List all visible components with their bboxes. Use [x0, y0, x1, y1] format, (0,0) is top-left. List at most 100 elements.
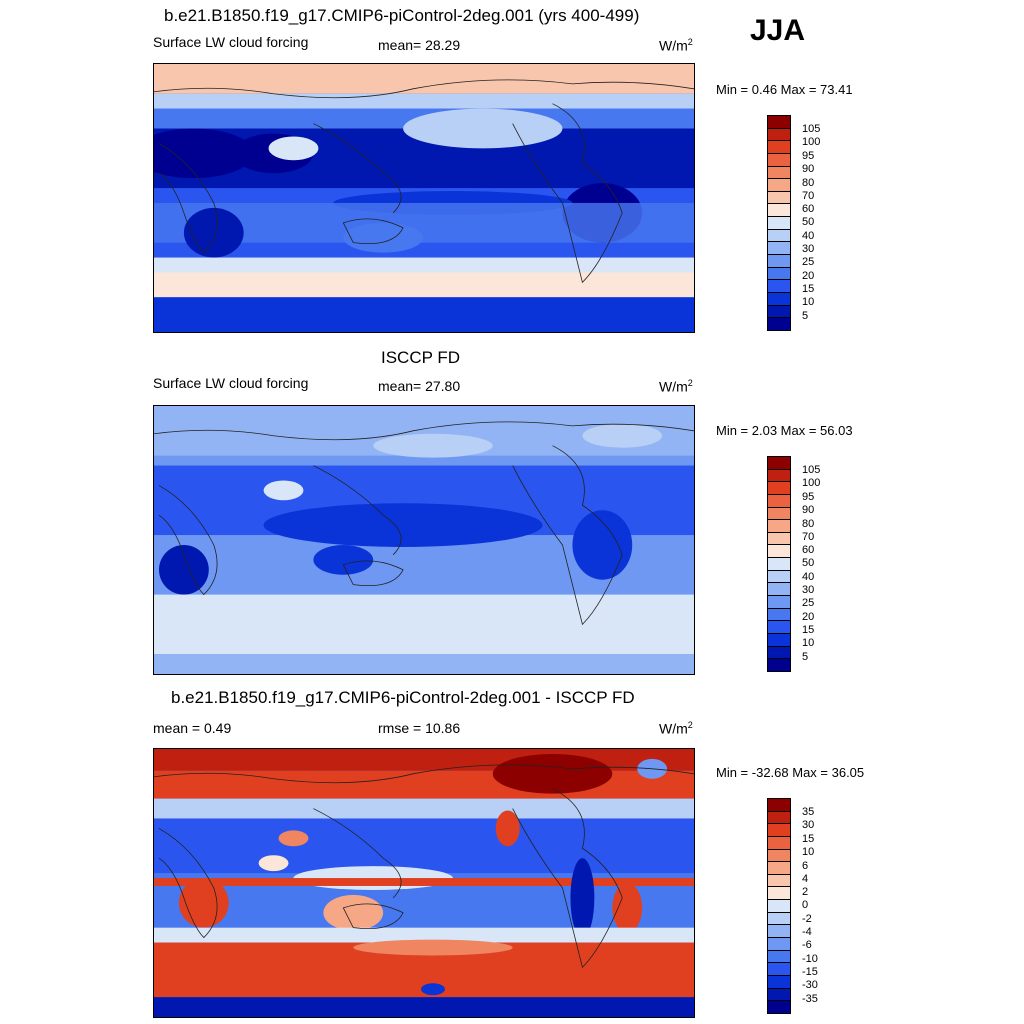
- colorbar-swatch: [768, 217, 790, 230]
- panel2-tick: 15: [802, 624, 815, 636]
- panel1-minmax: Min = 0.46 Max = 73.41: [716, 82, 853, 97]
- panel3-map: [153, 748, 695, 1018]
- panel1-map-field: [154, 64, 694, 332]
- panel3-tick: 0: [802, 899, 809, 911]
- panel1-tick: 40: [802, 230, 815, 242]
- colorbar-swatch: [768, 570, 790, 584]
- panel1-title: b.e21.B1850.f19_g17.CMIP6-piControl-2deg…: [164, 6, 640, 25]
- panel3-tick: -4: [802, 926, 812, 938]
- colorbar-swatch: [768, 811, 790, 825]
- panel2-tick: 80: [802, 518, 815, 530]
- colorbar-swatch: [768, 1001, 790, 1013]
- panel2-tick: 60: [802, 544, 815, 556]
- colorbar-swatch: [768, 938, 790, 951]
- panel3-tick: 10: [802, 846, 815, 858]
- colorbar-swatch: [768, 583, 790, 597]
- panel1-tick: 15: [802, 283, 815, 295]
- colorbar-swatch: [768, 280, 790, 293]
- panel1-tick: 90: [802, 163, 815, 175]
- colorbar-swatch: [768, 558, 790, 571]
- colorbar-swatch: [768, 318, 790, 330]
- panel1-tick: 70: [802, 190, 815, 202]
- colorbar-swatch: [768, 836, 790, 850]
- colorbar-swatch: [768, 166, 790, 180]
- colorbar-swatch: [768, 925, 790, 939]
- colorbar-swatch: [768, 532, 790, 546]
- colorbar-swatch: [768, 799, 790, 812]
- panel1-tick: 10: [802, 296, 815, 308]
- panel3-rmse: rmse = 10.86: [378, 720, 461, 736]
- colorbar-swatch: [768, 887, 790, 901]
- colorbar-swatch: [768, 229, 790, 243]
- panel3-tick: 35: [802, 806, 815, 818]
- panel3-tick: -35: [802, 993, 818, 1005]
- panel1-tick: 105: [802, 123, 821, 135]
- panel3-tick: 6: [802, 860, 809, 872]
- panel2-tick: 40: [802, 571, 815, 583]
- colorbar-swatch: [768, 659, 790, 671]
- panel2-mean: mean= 27.80: [378, 378, 461, 394]
- colorbar-swatch: [768, 608, 790, 622]
- panel1-tick: 95: [802, 150, 815, 162]
- panel1-tick: 30: [802, 243, 815, 255]
- colorbar-swatch: [768, 116, 790, 129]
- colorbar-swatch: [768, 457, 790, 470]
- colorbar-swatch: [768, 963, 790, 976]
- colorbar-swatch: [768, 128, 790, 142]
- colorbar-swatch: [768, 469, 790, 483]
- panel2-map-field: [154, 406, 694, 674]
- colorbar-swatch: [768, 507, 790, 521]
- panel1-tick: 100: [802, 136, 821, 148]
- panel2-tick: 70: [802, 531, 815, 543]
- panel3-tick: 15: [802, 833, 815, 845]
- panel3-tick: -10: [802, 953, 818, 965]
- panel3-tick: -6: [802, 939, 812, 951]
- panel1-left-label: Surface LW cloud forcing: [153, 34, 309, 50]
- panel3-units: W/m2: [659, 720, 693, 737]
- panel2-title: ISCCP FD: [381, 348, 461, 367]
- colorbar-swatch: [768, 988, 790, 1002]
- panel3-title: b.e21.B1850.f19_g17.CMIP6-piControl-2deg…: [171, 688, 635, 707]
- panel3-tick: -30: [802, 979, 818, 991]
- colorbar-swatch: [768, 621, 790, 634]
- panel2-minmax: Min = 2.03 Max = 56.03: [716, 423, 853, 438]
- panel2-tick: 10: [802, 637, 815, 649]
- panel3-tick: 4: [802, 873, 809, 885]
- panel2-left-label: Surface LW cloud forcing: [153, 375, 309, 391]
- colorbar-swatch: [768, 292, 790, 306]
- colorbar-swatch: [768, 305, 790, 319]
- panel2-map: [153, 405, 695, 675]
- panel1-colorbar: [767, 115, 791, 331]
- panel1-mean: mean= 28.29: [378, 37, 461, 53]
- panel2-tick: 95: [802, 491, 815, 503]
- panel1-tick: 80: [802, 177, 815, 189]
- panel2-tick: 20: [802, 611, 815, 623]
- panel1-tick: 50: [802, 216, 815, 228]
- panel1-tick: 60: [802, 203, 815, 215]
- colorbar-swatch: [768, 520, 790, 533]
- panel3-mean: mean = 0.49: [153, 720, 232, 736]
- colorbar-swatch: [768, 646, 790, 660]
- panel2-tick: 100: [802, 477, 821, 489]
- panel1-tick: 5: [802, 310, 809, 322]
- colorbar-swatch: [768, 204, 790, 218]
- colorbar-swatch: [768, 482, 790, 495]
- colorbar-swatch: [768, 912, 790, 926]
- colorbar-swatch: [768, 862, 790, 875]
- colorbar-swatch: [768, 255, 790, 268]
- panel2-units: W/m2: [659, 378, 693, 395]
- colorbar-swatch: [768, 900, 790, 913]
- colorbar-swatch: [768, 975, 790, 989]
- colorbar-swatch: [768, 545, 790, 559]
- colorbar-swatch: [768, 191, 790, 205]
- panel3-minmax: Min = -32.68 Max = 36.05: [716, 765, 865, 780]
- panel3-tick: -15: [802, 966, 818, 978]
- colorbar-swatch: [768, 153, 790, 167]
- colorbar-swatch: [768, 950, 790, 964]
- panel2-tick: 25: [802, 597, 815, 609]
- colorbar-swatch: [768, 242, 790, 256]
- colorbar-swatch: [768, 824, 790, 837]
- colorbar-swatch: [768, 494, 790, 508]
- season-label: JJA: [750, 14, 806, 47]
- panel2-tick: 5: [802, 651, 809, 663]
